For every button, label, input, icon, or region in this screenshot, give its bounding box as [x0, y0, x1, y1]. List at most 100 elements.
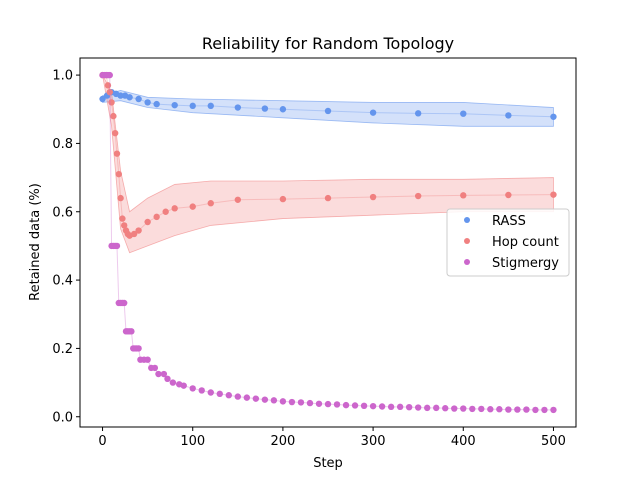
stigmergy-point	[315, 400, 323, 407]
rass-point	[153, 100, 160, 108]
hop-count-point	[104, 82, 112, 89]
y-tick-label: 0.8	[52, 137, 73, 152]
stigmergy-point	[496, 406, 503, 413]
stigmergy-point	[442, 405, 449, 412]
stigmergy-point	[151, 364, 159, 372]
stigmergy-point	[360, 402, 368, 410]
stigmergy-point	[180, 382, 187, 389]
hop-count-point	[120, 222, 128, 229]
stigmergy-point	[207, 389, 214, 396]
hop-count-point	[108, 99, 115, 106]
plot-frame	[79, 57, 577, 428]
x-tick-label: 500	[541, 434, 566, 449]
legend-marker-rass	[464, 217, 470, 223]
hop-count-point	[144, 218, 151, 226]
stigmergy-point	[342, 401, 350, 409]
rass-point	[117, 92, 124, 99]
stigmergy-point	[378, 403, 386, 410]
y-tick-label: 0.2	[52, 342, 73, 357]
y-tick-label: 1.0	[52, 69, 73, 84]
rass-point	[279, 106, 287, 113]
legend-label-hop-count: Hop count	[492, 235, 559, 250]
rass-point	[369, 109, 377, 116]
stigmergy-point	[505, 406, 512, 413]
rass-point	[99, 95, 106, 103]
stigmergy-point	[113, 242, 121, 250]
hop-count-point	[113, 150, 121, 157]
stigmergy-point	[487, 406, 494, 413]
hop-count-point	[207, 200, 214, 207]
rass-point	[550, 113, 557, 120]
stigmergy-point	[405, 403, 413, 411]
hop-count-point	[115, 170, 122, 178]
stigmergy-point	[160, 370, 168, 378]
legend-marker-stigmergy	[464, 259, 470, 265]
legend-label-rass: RASS	[492, 214, 526, 229]
stigmergy-point	[351, 402, 359, 409]
stigmergy-point	[216, 390, 223, 398]
rass-point	[460, 110, 467, 117]
hop-count-point	[324, 194, 332, 202]
stigmergy-point	[387, 403, 395, 411]
hop-count-point	[117, 194, 124, 202]
stigmergy-point	[288, 398, 296, 406]
hop-count-point	[106, 88, 113, 96]
x-tick-label: 0	[98, 434, 106, 449]
hop-count-point	[234, 196, 242, 203]
rass-point	[126, 94, 133, 101]
hop-count-point	[135, 227, 142, 234]
rass-point	[414, 110, 422, 117]
hop-count-point	[130, 230, 138, 238]
stigmergy-point	[523, 406, 530, 413]
legend-marker-hop-count	[464, 238, 470, 244]
chart-title: Reliability for Random Topology	[202, 34, 454, 53]
stigmergy-point	[234, 393, 242, 400]
stigmergy-point	[106, 71, 113, 79]
stigmergy-point	[451, 405, 458, 412]
hop-count-point	[153, 213, 160, 221]
stigmergy-point	[414, 404, 422, 411]
stigmergy-point	[478, 405, 485, 413]
stigmergy-point	[279, 398, 287, 405]
y-tick-label: 0.6	[52, 205, 73, 220]
stigmergy-point	[550, 406, 557, 414]
hop-count-point	[550, 191, 557, 198]
stigmergy-point	[369, 402, 377, 410]
hop-count-point	[162, 208, 169, 215]
rass-point	[234, 104, 242, 111]
y-axis-label: Retained data (%)	[28, 183, 43, 301]
stigmergy-point	[225, 392, 232, 399]
stigmergy-point	[306, 399, 314, 407]
rass-point	[135, 95, 142, 103]
stigmergy-point	[541, 406, 548, 414]
stigmergy-point	[243, 394, 251, 401]
stigmergy-point	[324, 400, 332, 408]
y-tick-label: 0.0	[52, 410, 73, 425]
rass-point	[324, 107, 332, 115]
y-axis-ticks: 0.0 0.2 0.4 0.6 0.8 1.0	[52, 69, 80, 425]
hop-count-point	[279, 195, 287, 203]
stigmergy-point	[155, 370, 162, 378]
stigmergy-point	[333, 401, 341, 408]
stigmergy-point	[198, 387, 205, 394]
stigmergy-point	[252, 395, 260, 402]
hop-count-point	[171, 205, 178, 212]
x-tick-label: 400	[451, 434, 476, 449]
stigmergy-point	[532, 406, 539, 414]
hop-count-point	[189, 203, 196, 210]
legend-label-stigmergy: Stigmergy	[492, 256, 559, 271]
hop-count-point	[460, 192, 467, 199]
legend: RASS Hop count Stigmergy	[446, 208, 570, 277]
data-points	[99, 71, 557, 414]
stigmergy-point	[120, 299, 128, 307]
stigmergy-point	[169, 379, 177, 386]
x-axis-ticks: 0 100 200 300 400 500	[98, 427, 566, 449]
stigmergy-point	[424, 404, 431, 412]
hop-count-point	[110, 112, 117, 120]
stigmergy-point	[396, 403, 404, 411]
hop-count-point	[369, 193, 377, 201]
hop-count-point	[111, 129, 119, 137]
rass-point	[189, 102, 196, 110]
stigmergy-point	[135, 345, 142, 352]
